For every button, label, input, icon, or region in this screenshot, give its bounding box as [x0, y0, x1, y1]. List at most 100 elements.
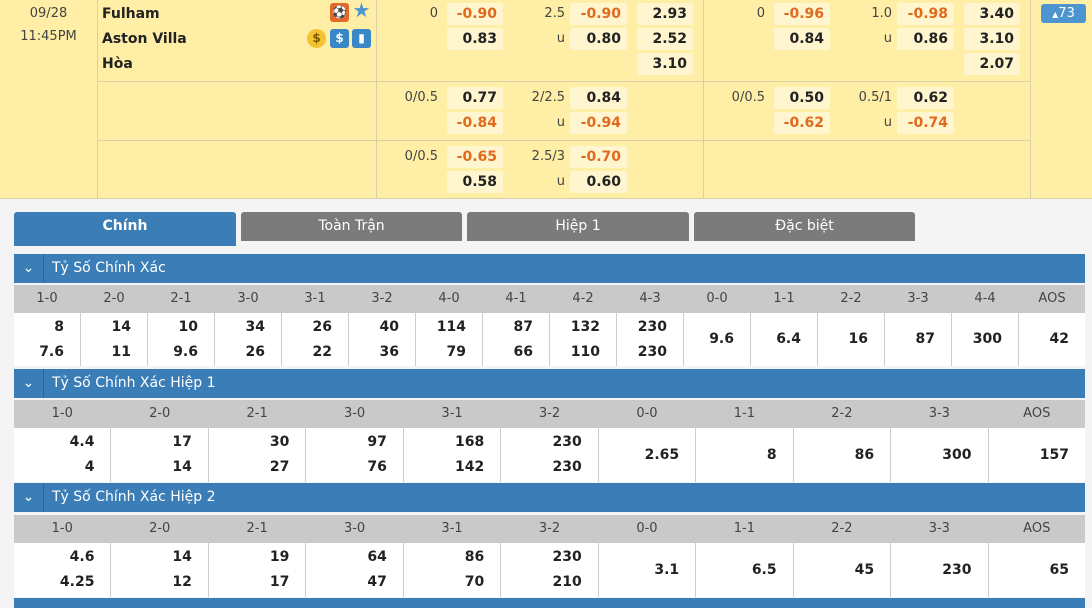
odds-value[interactable]: 36	[379, 343, 399, 360]
odds-value[interactable]: 14	[172, 459, 192, 475]
score-odds[interactable]: 4.4 4	[14, 428, 110, 482]
odds-value[interactable]: 16	[848, 331, 868, 347]
odds-value[interactable]: 300	[942, 446, 972, 463]
handicap-away-odds[interactable]: -0.84	[447, 112, 503, 134]
odds-value[interactable]: 87	[915, 331, 935, 347]
score-odds[interactable]: 19 17	[209, 543, 305, 597]
odds-value[interactable]: 45	[854, 561, 875, 578]
score-odds[interactable]: 42	[1019, 313, 1085, 366]
chevron-down-icon[interactable]: ⌄	[14, 369, 44, 398]
score-odds[interactable]: 65	[989, 543, 1085, 597]
score-odds[interactable]: 34 26	[215, 313, 281, 366]
star-icon[interactable]: ★	[352, 0, 371, 22]
odds-value[interactable]: 47	[367, 574, 387, 590]
home-team[interactable]: Fulham	[102, 6, 160, 22]
under-odds[interactable]: 0.80	[570, 28, 627, 50]
score-odds[interactable]: 230 230	[501, 428, 597, 482]
dollar-icon[interactable]: $	[330, 29, 349, 48]
odds-value[interactable]: 11	[111, 343, 131, 360]
score-odds[interactable]: 30 27	[209, 428, 305, 482]
odds-value[interactable]: 17	[172, 434, 192, 450]
odds-value[interactable]: 230	[637, 343, 667, 360]
odds-value[interactable]: 168	[455, 434, 485, 450]
odds-value[interactable]: 70	[464, 574, 485, 590]
handicap-home-odds[interactable]: 0.50	[774, 87, 830, 109]
score-odds[interactable]: 64 47	[306, 543, 402, 597]
score-odds[interactable]: 300	[891, 428, 987, 482]
odds-value[interactable]: 26	[312, 318, 332, 335]
score-odds[interactable]: 132 110	[550, 313, 616, 366]
odds-value[interactable]: 132	[570, 318, 600, 335]
odds-value[interactable]: 26	[245, 343, 265, 360]
odds-value[interactable]: 9.6	[173, 343, 198, 360]
odds-value[interactable]: 76	[367, 459, 387, 475]
under-odds[interactable]: 0.86	[897, 28, 954, 50]
odds-value[interactable]: 4.4	[69, 434, 95, 450]
odds-value[interactable]: 97	[367, 434, 387, 450]
odds-value[interactable]: 27	[269, 459, 290, 475]
score-odds[interactable]: 157	[989, 428, 1085, 482]
tab-chinh[interactable]: Chính	[14, 212, 236, 246]
score-odds[interactable]: 230 210	[501, 543, 597, 597]
odds-value[interactable]: 6.5	[751, 561, 777, 578]
chevron-down-icon[interactable]: ⌄	[14, 254, 44, 283]
score-odds[interactable]: 17 14	[111, 428, 207, 482]
score-odds[interactable]: 40 36	[349, 313, 415, 366]
odds-value[interactable]: 4	[84, 459, 95, 475]
score-odds[interactable]: 300	[952, 313, 1018, 366]
odds-value[interactable]: 79	[446, 343, 466, 360]
handicap-home-odds[interactable]: -0.90	[447, 3, 503, 25]
odds-value[interactable]: 10	[178, 318, 198, 335]
handicap-away-odds[interactable]: 0.84	[774, 28, 830, 50]
odds-value[interactable]: 4.6	[69, 549, 95, 565]
handicap-home-odds[interactable]: -0.65	[447, 146, 503, 168]
handicap-home-odds[interactable]: 0.77	[447, 87, 503, 109]
odds-value[interactable]: 30	[269, 434, 290, 450]
odds-value[interactable]: 8	[54, 318, 64, 335]
score-odds[interactable]: 45	[794, 543, 890, 597]
score-odds[interactable]: 14 11	[81, 313, 147, 366]
odds-value[interactable]: 300	[972, 331, 1002, 347]
stats-icon[interactable]: ▮	[352, 29, 371, 48]
tab-dac-biet[interactable]: Đặc biệt	[694, 212, 915, 241]
odds-value[interactable]: 86	[854, 446, 875, 463]
score-odds[interactable]: 2.65	[599, 428, 695, 482]
draw-odds[interactable]: 3.10	[637, 53, 693, 75]
score-odds[interactable]: 26 22	[282, 313, 348, 366]
score-odds[interactable]: 230	[891, 543, 987, 597]
odds-value[interactable]: 230	[637, 318, 667, 335]
player-icon[interactable]: ⚽	[330, 3, 349, 22]
odds-value[interactable]: 17	[269, 574, 290, 590]
coin-icon[interactable]: $	[307, 29, 326, 48]
score-odds[interactable]: 87 66	[483, 313, 549, 366]
score-odds[interactable]: 168 142	[404, 428, 500, 482]
odds-value[interactable]: 2.65	[644, 446, 680, 463]
odds-value[interactable]: 6.4	[776, 331, 801, 347]
section-header[interactable]: ⌄ Tỷ Số Chính Xác Hiệp 1	[14, 369, 1085, 398]
score-odds[interactable]: 87	[885, 313, 951, 366]
odds-value[interactable]: 9.6	[709, 331, 734, 347]
score-odds[interactable]: 16	[818, 313, 884, 366]
odds-value[interactable]: 230	[552, 459, 582, 475]
score-odds[interactable]: 6.5	[696, 543, 792, 597]
odds-value[interactable]: 14	[172, 549, 192, 565]
handicap-away-odds[interactable]: 0.83	[447, 28, 503, 50]
away-win-odds[interactable]: 3.10	[964, 28, 1020, 50]
odds-value[interactable]: 3.1	[654, 561, 680, 578]
odds-value[interactable]: 86	[464, 549, 485, 565]
odds-value[interactable]: 7.6	[39, 343, 64, 360]
handicap-home-odds[interactable]: -0.96	[774, 3, 830, 25]
next-section-header[interactable]	[14, 598, 1085, 608]
score-odds[interactable]: 97 76	[306, 428, 402, 482]
away-team[interactable]: Aston Villa	[102, 31, 187, 47]
over-odds[interactable]: -0.90	[570, 3, 627, 25]
odds-value[interactable]: 14	[111, 318, 131, 335]
odds-value[interactable]: 114	[436, 318, 466, 335]
over-odds[interactable]: 0.62	[897, 87, 954, 109]
odds-value[interactable]: 110	[570, 343, 600, 360]
score-odds[interactable]: 86	[794, 428, 890, 482]
away-win-odds[interactable]: 2.52	[637, 28, 693, 50]
odds-value[interactable]: 157	[1039, 446, 1069, 463]
tab-toan-tran[interactable]: Toàn Trận	[241, 212, 462, 241]
odds-value[interactable]: 8	[766, 446, 777, 463]
